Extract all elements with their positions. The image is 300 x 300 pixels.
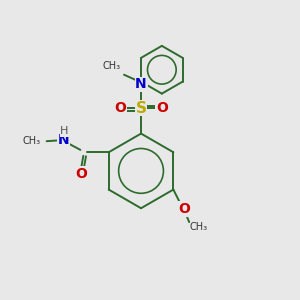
Text: O: O (156, 101, 168, 115)
Text: N: N (135, 77, 147, 91)
Text: CH₃: CH₃ (190, 222, 208, 232)
Text: N: N (58, 133, 70, 147)
Text: O: O (178, 202, 190, 216)
Text: O: O (114, 101, 126, 115)
Text: CH₃: CH₃ (22, 136, 40, 146)
Text: CH₃: CH₃ (102, 61, 120, 71)
Text: H: H (60, 126, 69, 136)
Text: O: O (75, 167, 87, 181)
Text: S: S (136, 101, 146, 116)
